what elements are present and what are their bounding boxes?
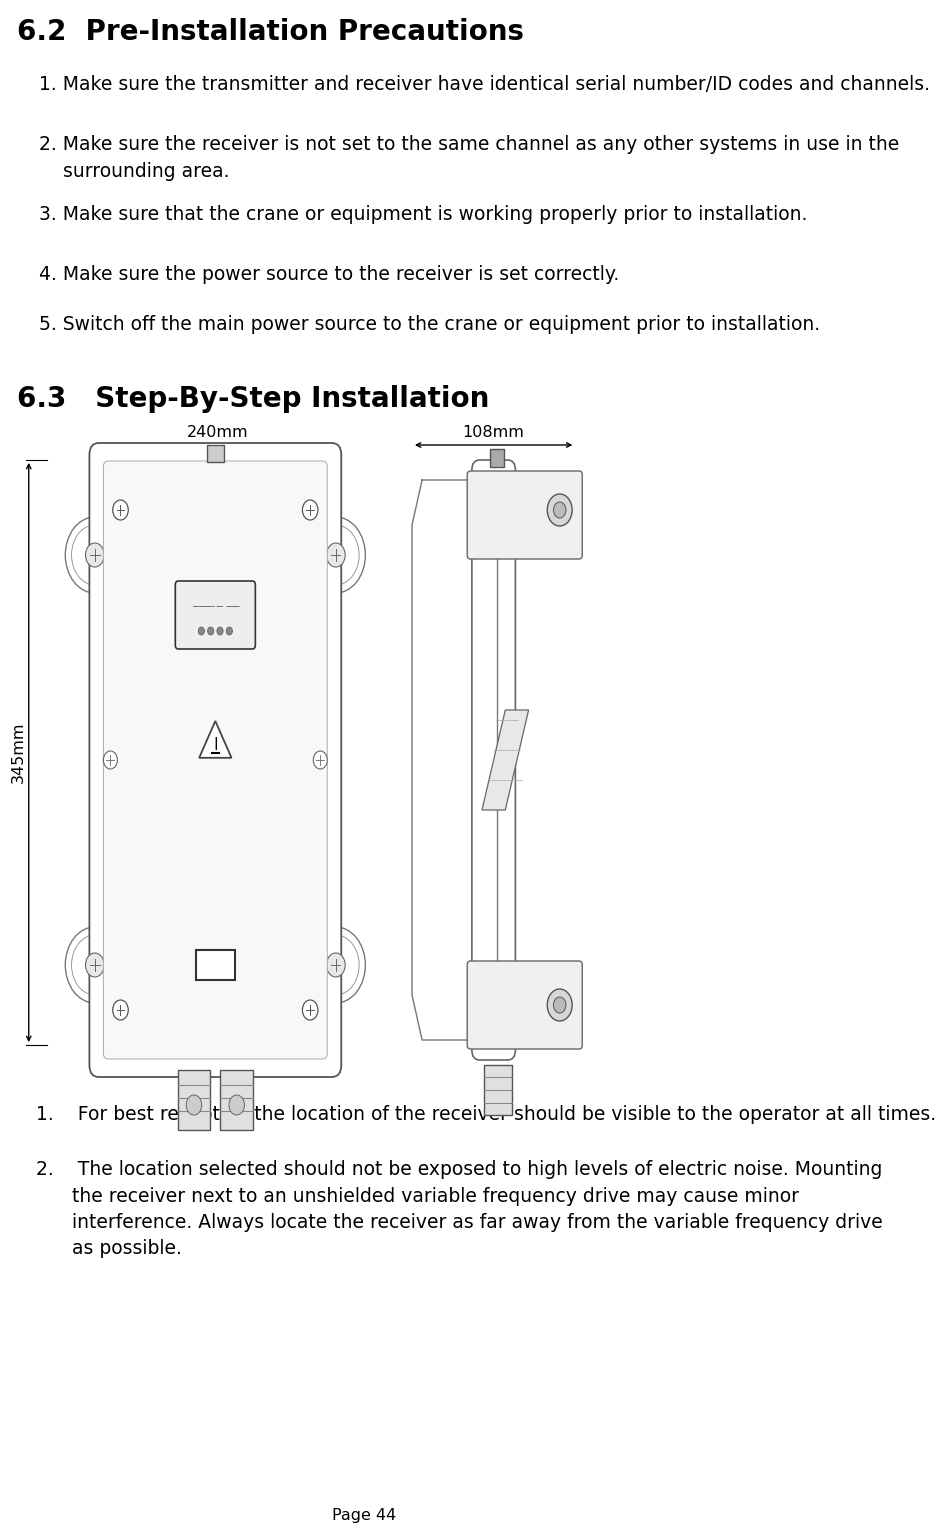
Polygon shape [199,721,232,758]
Circle shape [553,503,566,518]
Text: 1.    For best reception the location of the receiver should be visible to the o: 1. For best reception the location of th… [36,1105,936,1125]
Text: 6.2  Pre-Installation Precautions: 6.2 Pre-Installation Precautions [17,18,524,46]
Text: |: | [213,736,218,750]
Text: ─────── ──  ────: ─────── ── ──── [191,605,239,610]
FancyBboxPatch shape [467,961,582,1050]
Circle shape [113,999,129,1021]
Circle shape [312,935,359,995]
Circle shape [186,1096,202,1115]
FancyBboxPatch shape [467,471,582,559]
Text: 1. Make sure the transmitter and receiver have identical serial number/ID codes : 1. Make sure the transmitter and receive… [38,75,930,95]
Polygon shape [482,711,529,810]
Circle shape [226,626,233,636]
Text: 5. Switch off the main power source to the crane or equipment prior to installat: 5. Switch off the main power source to t… [38,315,820,335]
Text: 6.3   Step-By-Step Installation: 6.3 Step-By-Step Installation [17,385,490,413]
Circle shape [113,500,129,520]
Circle shape [313,750,327,769]
Circle shape [302,999,318,1021]
Text: 108mm: 108mm [462,425,524,440]
Circle shape [312,526,359,585]
Bar [220,1070,253,1131]
Circle shape [71,935,118,995]
Text: 2.    The location selected should not be exposed to high levels of electric noi: 2. The location selected should not be e… [36,1160,883,1259]
FancyBboxPatch shape [175,581,255,649]
Text: 345mm: 345mm [10,721,25,784]
Bar [177,1070,210,1131]
Circle shape [217,626,223,636]
Bar [196,950,234,979]
Circle shape [326,542,345,567]
Circle shape [66,516,125,593]
Bar [483,1065,511,1115]
Circle shape [302,500,318,520]
Text: 2. Make sure the receiver is not set to the same channel as any other systems in: 2. Make sure the receiver is not set to … [38,134,900,180]
Circle shape [553,996,566,1013]
FancyBboxPatch shape [103,461,327,1059]
Bar [490,449,504,468]
Circle shape [229,1096,245,1115]
Circle shape [71,526,118,585]
Circle shape [307,516,366,593]
Circle shape [326,953,345,976]
Text: Page 44: Page 44 [332,1508,397,1523]
Circle shape [207,626,214,636]
FancyBboxPatch shape [472,460,515,1060]
Text: 4. Make sure the power source to the receiver is set correctly.: 4. Make sure the power source to the rec… [38,264,619,284]
Circle shape [85,542,104,567]
Circle shape [85,953,104,976]
Text: 3. Make sure that the crane or equipment is working properly prior to installati: 3. Make sure that the crane or equipment… [38,205,808,225]
Circle shape [547,494,572,526]
Circle shape [198,626,204,636]
Circle shape [66,927,125,1002]
Circle shape [307,927,366,1002]
FancyBboxPatch shape [89,443,341,1077]
Text: 240mm: 240mm [187,425,249,440]
Circle shape [547,989,572,1021]
Circle shape [103,750,117,769]
Bar [206,445,224,461]
